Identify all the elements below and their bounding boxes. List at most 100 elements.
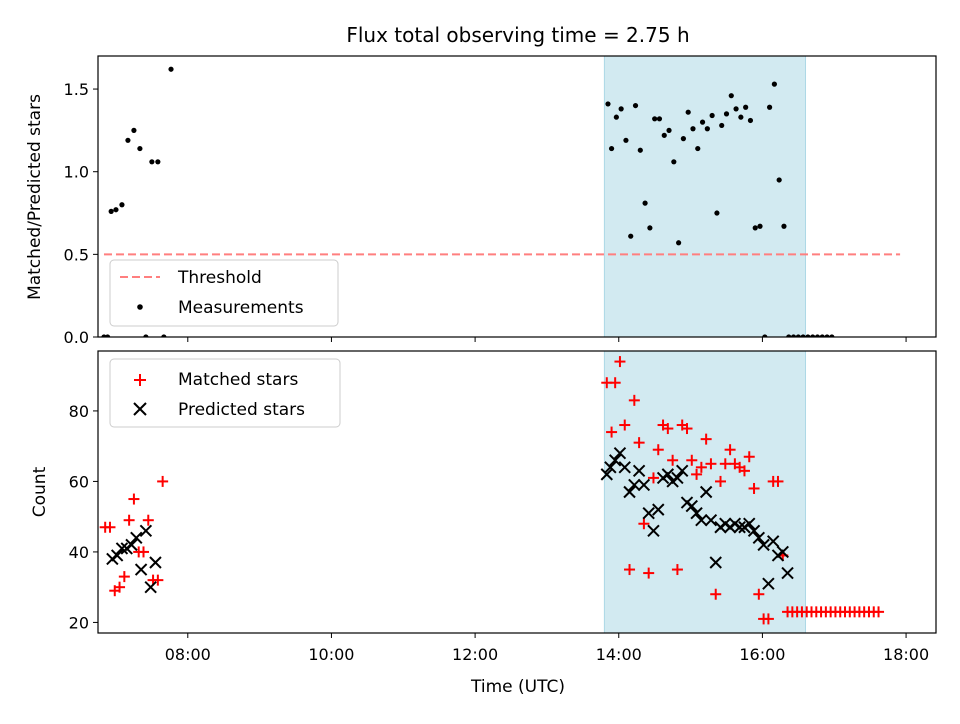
predicted-star-point xyxy=(149,556,162,569)
matched-star-point xyxy=(738,465,750,477)
threshold-legend-label: Threshold xyxy=(177,268,262,288)
matched-star-point xyxy=(873,606,885,618)
measurement-point xyxy=(728,93,734,99)
ratio-y-tick-label: 0.0 xyxy=(64,328,89,347)
ratio-frame xyxy=(97,55,937,338)
matched-star-point xyxy=(142,514,154,526)
matched-star-point xyxy=(748,482,760,494)
predicted-star-point xyxy=(690,506,703,520)
measurement-point xyxy=(680,136,687,142)
predicted-star-point xyxy=(661,468,675,481)
predicted-star-point xyxy=(144,580,157,594)
bottom-y-axis-label: Count xyxy=(30,466,50,517)
chart-title: Flux total observing time = 2.75 h xyxy=(346,23,689,47)
measurement-point xyxy=(119,202,125,208)
matched-star-point xyxy=(691,468,703,480)
matched-star-point xyxy=(772,475,784,487)
ratio-data xyxy=(101,66,901,337)
predicted-star-point xyxy=(604,461,617,474)
matched-star-point xyxy=(652,444,664,456)
measurement-point xyxy=(666,127,672,133)
matched-legend-label: Matched stars xyxy=(178,370,298,390)
measurement-point xyxy=(752,225,758,231)
matched-star-point xyxy=(705,458,717,470)
matched-star-point xyxy=(614,356,626,368)
measurement-point xyxy=(671,159,677,165)
ratio-y-tick-label: 1.5 xyxy=(64,80,89,99)
measurement-point xyxy=(743,104,749,110)
predicted-star-point xyxy=(130,531,143,545)
measurement-point xyxy=(762,334,768,337)
x-tick-label: 14:00 xyxy=(596,645,642,664)
measurement-point xyxy=(733,106,739,112)
predicted-legend-marker xyxy=(133,402,147,416)
measurement-point xyxy=(824,334,830,337)
predicted-star-point xyxy=(618,461,631,474)
measurement-point xyxy=(104,334,111,337)
count-y-tick-label: 40 xyxy=(69,543,89,562)
predicted-star-point xyxy=(757,538,770,552)
predicted-star-point xyxy=(704,513,718,527)
measurement-point xyxy=(618,106,624,112)
count-frame xyxy=(97,350,937,634)
measurement-point xyxy=(829,334,835,337)
x-tick-label: 08:00 xyxy=(165,645,211,664)
measurement-point xyxy=(709,112,715,119)
predicted-star-point xyxy=(781,566,794,580)
x-axis-label: Time (UTC) xyxy=(470,677,565,697)
matched-star-point xyxy=(753,588,765,600)
predicted-star-point xyxy=(776,545,789,559)
matched-star-point xyxy=(628,394,640,406)
matched-star-point xyxy=(681,423,693,435)
matched-star-point xyxy=(743,451,755,463)
measurement-point xyxy=(800,334,806,337)
matched-star-point xyxy=(643,567,655,579)
measurement-point xyxy=(155,159,161,165)
predicted-star-point xyxy=(699,485,713,499)
matched-star-point xyxy=(671,564,683,576)
measurement-point xyxy=(637,147,643,153)
measurement-point xyxy=(819,334,825,337)
predicted-star-point xyxy=(139,524,153,537)
predicted-star-point xyxy=(628,478,641,492)
measurement-point xyxy=(766,104,773,110)
measurement-point xyxy=(632,102,639,109)
matched-star-point xyxy=(137,546,149,558)
predicted-legend-label: Predicted stars xyxy=(178,400,305,420)
predicted-star-point xyxy=(134,563,148,576)
matched-star-point xyxy=(638,518,650,530)
predicted-star-point xyxy=(709,556,722,569)
matched-star-point xyxy=(686,454,698,466)
matched-star-point xyxy=(606,426,618,438)
measurement-point xyxy=(168,66,174,72)
measurement-point xyxy=(805,334,811,337)
predicted-star-point xyxy=(766,535,780,548)
measurement-point xyxy=(656,116,663,122)
measurements-legend-label: Measurements xyxy=(178,298,304,318)
matched-star-point xyxy=(695,461,707,473)
count-y-tick-label: 60 xyxy=(69,472,89,491)
measurement-point xyxy=(795,334,801,337)
matched-legend-marker xyxy=(134,374,146,386)
predicted-star-point xyxy=(743,517,756,530)
measurement-point xyxy=(652,116,658,122)
measurement-point xyxy=(704,126,710,132)
predicted-star-point xyxy=(733,521,746,534)
predicted-star-point xyxy=(671,471,684,485)
x-tick-label: 18:00 xyxy=(883,645,929,664)
measurement-point xyxy=(605,101,611,107)
matched-star-point xyxy=(667,454,679,466)
measurement-point xyxy=(613,114,619,120)
measurement-point xyxy=(810,334,816,337)
measurement-point xyxy=(642,200,648,206)
ratio-y-tick-label: 1.0 xyxy=(64,163,89,182)
matched-star-point xyxy=(123,514,135,526)
measurement-point xyxy=(781,223,787,229)
matched-star-point xyxy=(719,458,731,470)
predicted-star-point xyxy=(747,524,761,537)
matched-star-point xyxy=(715,475,727,487)
measurement-point xyxy=(608,145,615,152)
predicted-star-point xyxy=(647,524,660,537)
top-y-axis-label: Matched/Predicted stars xyxy=(25,94,45,300)
matched-star-point xyxy=(128,493,140,505)
